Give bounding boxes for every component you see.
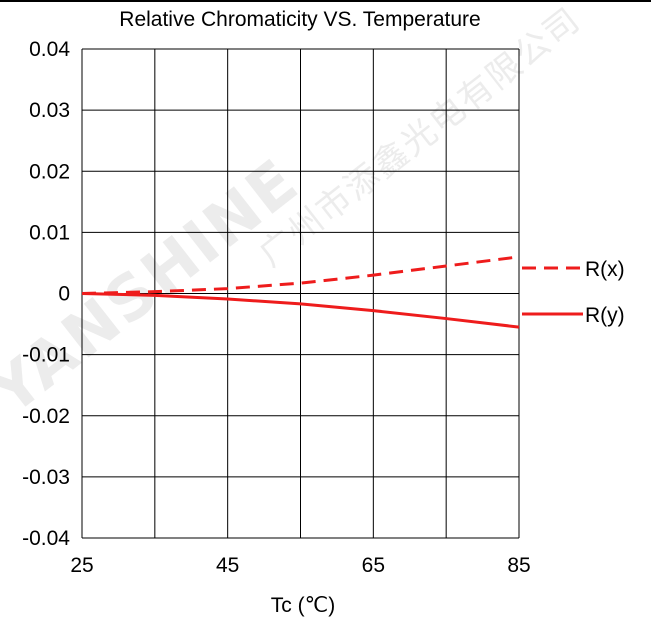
y-tick-label: -0.04	[22, 527, 70, 550]
y-tick-label: 0.04	[29, 38, 70, 61]
top-rule	[0, 0, 651, 2]
y-tick-label: -0.02	[22, 405, 70, 428]
y-tick-label: 0.02	[29, 160, 70, 183]
chart-title: Relative Chromaticity VS. Temperature	[119, 8, 480, 31]
x-tick-label: 25	[70, 554, 93, 577]
x-axis-label: Tc (℃)	[271, 594, 335, 617]
series-layer	[81, 255, 520, 329]
y-tick-label: -0.03	[22, 466, 70, 489]
x-tick-label: 85	[507, 554, 530, 577]
legend-label: R(x)	[585, 258, 625, 281]
legend-label: R(y)	[585, 304, 625, 327]
y-tick-label: 0.01	[29, 221, 70, 244]
y-tick-label: 0	[58, 283, 70, 306]
series-line-ry	[81, 292, 520, 329]
y-tick-label: 0.03	[29, 99, 70, 122]
x-tick-label: 45	[216, 554, 239, 577]
series-line-rx	[81, 255, 520, 295]
x-tick-label: 65	[362, 554, 385, 577]
y-tick-label: -0.01	[22, 344, 70, 367]
grid	[81, 48, 520, 539]
legend: R(x) R(y)	[522, 258, 625, 327]
